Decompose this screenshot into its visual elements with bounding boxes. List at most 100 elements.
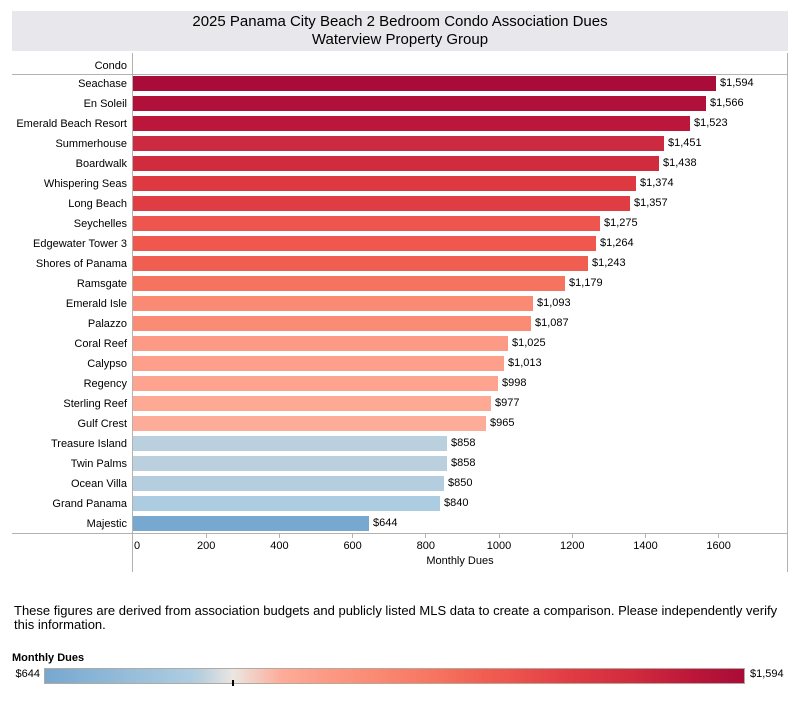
bar[interactable] [133,76,716,91]
bar[interactable] [133,356,504,371]
value-label: $1,566 [710,97,744,109]
value-label: $858 [451,437,476,449]
bar[interactable] [133,516,369,531]
x-axis-tick-icon [352,534,353,538]
row-header-label: Condo [94,60,127,72]
x-axis-tick-icon [718,534,719,538]
value-label: $1,275 [604,217,638,229]
row-label: Ramsgate [76,278,127,290]
chart-title: 2025 Panama City Beach 2 Bedroom Condo A… [12,11,788,51]
plot-right-border [787,53,788,572]
value-label: $1,025 [512,337,546,349]
bar[interactable] [133,396,491,411]
x-axis-tick-label: 1200 [560,540,585,552]
value-label: $1,438 [663,157,697,169]
value-label: $1,594 [720,77,754,89]
bar[interactable] [133,196,630,211]
footnote-line1: These figures are derived from associati… [14,603,778,618]
bar[interactable] [133,136,664,151]
bar[interactable] [133,376,498,391]
row-label: Treasure Island [50,438,127,450]
bar[interactable] [133,456,447,471]
footnote: These figures are derived from associati… [14,604,796,632]
x-axis-tick-icon [499,534,500,538]
bar[interactable] [133,116,690,131]
x-axis-tick-label: 1000 [486,540,512,552]
bar[interactable] [133,156,659,171]
bar[interactable] [133,216,600,231]
value-label: $1,179 [569,277,603,289]
value-label: $1,374 [640,177,674,189]
row-label: Seychelles [73,218,127,230]
x-axis-title: Monthly Dues [426,555,494,567]
row-label: Whispering Seas [43,178,127,190]
bar[interactable] [133,496,440,511]
value-label: $858 [451,457,476,469]
value-label: $1,243 [592,257,626,269]
bar[interactable] [133,476,444,491]
value-label: $1,264 [600,237,634,249]
value-label: $644 [373,517,398,529]
value-label: $840 [444,497,469,509]
row-label: Summerhouse [55,138,127,150]
plot-left-border [132,53,133,572]
row-label: Ocean Villa [70,478,127,490]
x-axis-tick-label: 200 [197,540,216,552]
bar[interactable] [133,176,636,191]
value-label: $965 [490,417,515,429]
row-label: Shores of Panama [35,258,127,270]
value-label: $1,451 [668,137,702,149]
x-axis-line [12,533,788,534]
x-axis-tick-label: 1600 [706,540,731,552]
bar[interactable] [133,236,596,251]
value-label: $850 [448,477,473,489]
x-axis-tick-icon [572,534,573,538]
row-label: Seachase [78,78,127,90]
chart-title-line2: Waterview Property Group [311,31,489,48]
row-label: Long Beach [68,198,127,210]
legend-title: Monthly Dues [12,652,85,664]
row-label: Sterling Reef [63,398,127,410]
bar[interactable] [133,296,533,311]
row-label: Coral Reef [74,338,127,350]
value-label: $1,093 [537,297,571,309]
row-label: En Soleil [83,98,127,110]
chart-title-line1: 2025 Panama City Beach 2 Bedroom Condo A… [192,13,608,30]
x-axis-tick-icon [645,534,646,538]
bar[interactable] [133,96,706,111]
row-label: Grand Panama [52,498,127,510]
value-label: $1,357 [634,197,668,209]
x-axis-tick-label: 600 [343,540,362,552]
x-axis-tick-label: 800 [416,540,435,552]
x-axis-tick-icon [425,534,426,538]
row-label: Twin Palms [70,458,127,470]
x-axis-tick-icon [206,534,207,538]
value-label: $1,523 [694,117,728,129]
x-axis-tick-label: 1400 [633,540,658,552]
bar[interactable] [133,436,447,451]
row-label: Edgewater Tower 3 [33,238,127,250]
legend-color-ramp[interactable] [44,668,745,684]
value-label: $977 [495,397,520,409]
row-label: Palazzo [87,318,127,330]
legend-center-tick-icon [232,680,234,686]
bar[interactable] [133,256,588,271]
bar[interactable] [133,416,486,431]
bar[interactable] [133,276,565,291]
value-label: $1,013 [508,357,542,369]
x-axis-tick-icon [279,534,280,538]
bar[interactable] [133,316,531,331]
x-axis-tick-label: 0 [133,540,141,552]
footnote-line2: this information. [14,617,106,632]
value-label: $998 [502,377,527,389]
row-label: Gulf Crest [77,418,127,430]
bar[interactable] [133,336,508,351]
legend-max-label: $1,594 [750,668,784,680]
row-label: Majestic [86,518,127,530]
x-axis-tick-label: 400 [270,540,289,552]
row-label: Regency [83,378,127,390]
row-label: Boardwalk [75,158,127,170]
value-label: $1,087 [535,317,569,329]
header-divider-line [12,74,788,75]
